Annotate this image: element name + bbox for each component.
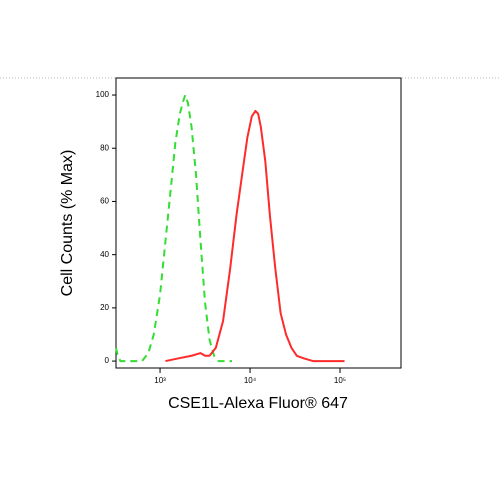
plot-frame	[115, 77, 402, 369]
y-axis-title: Cell Counts (% Max)	[59, 150, 76, 297]
x-tick-label: 10³	[154, 376, 166, 385]
y-tick-label: 20	[100, 303, 109, 312]
y-tick-label: 100	[96, 90, 110, 99]
x-axis-title: CSE1L-Alexa Fluor® 647	[168, 395, 348, 412]
y-tick-label: 40	[100, 250, 109, 259]
y-tick-label: 80	[100, 143, 109, 152]
y-tick-label: 0	[105, 356, 110, 365]
y-tick-label: 60	[100, 197, 109, 206]
histogram-line	[165, 109, 345, 363]
histogram-line	[115, 94, 233, 363]
x-tick-label: 10⁵	[334, 376, 346, 385]
x-tick-label: 10⁴	[244, 376, 257, 385]
